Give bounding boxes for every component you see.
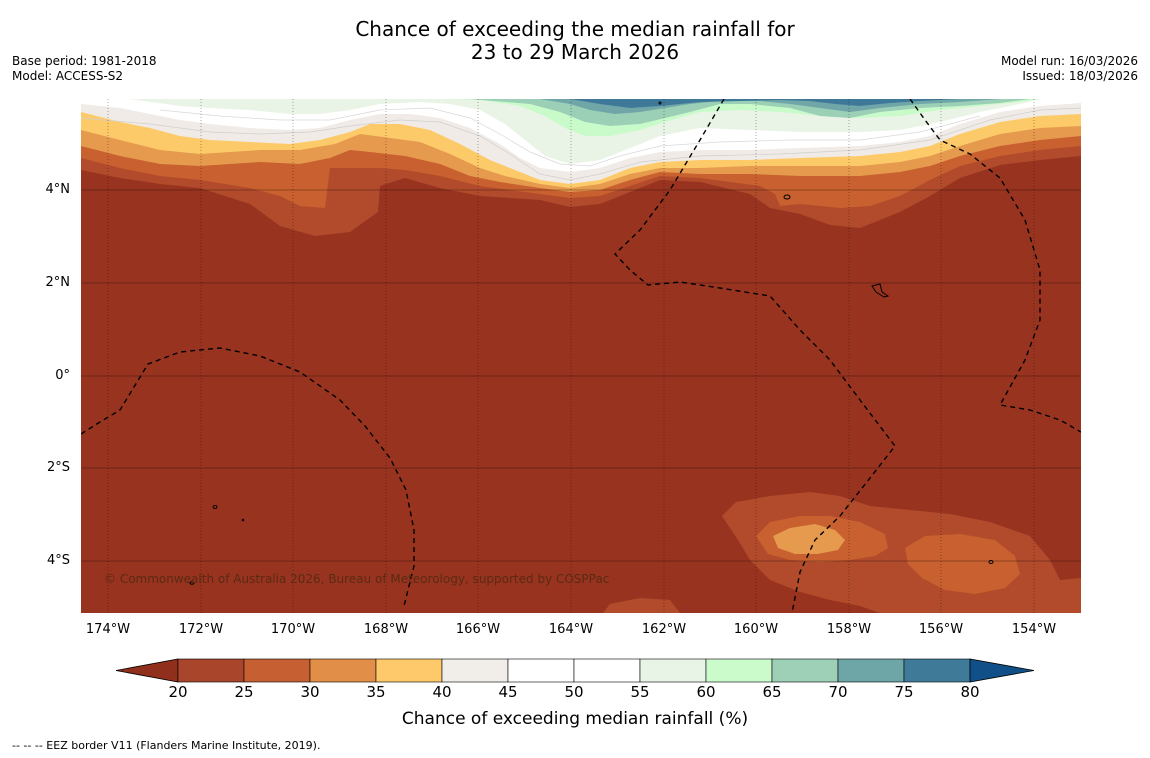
colorbar-tick-label: 40 xyxy=(432,683,452,701)
lon-label-166w: 166°W xyxy=(455,622,501,637)
colorbar-tick-label: 70 xyxy=(828,683,848,701)
colorbar-tick-label: 60 xyxy=(696,683,716,701)
meta-right: Model run: 16/03/2026 Issued: 18/03/2026 xyxy=(1001,54,1138,84)
eez-borders xyxy=(81,99,1081,613)
colorbar-tick-label: 45 xyxy=(498,683,518,701)
lon-label-158w: 158°W xyxy=(826,622,872,637)
lat-lines xyxy=(81,189,1081,562)
colorbar-tick-label: 25 xyxy=(234,683,254,701)
lat-label-4s: 4°S xyxy=(46,553,70,568)
colorbar-tick-label: 50 xyxy=(564,683,584,701)
lat-label-2s: 2°S xyxy=(46,460,70,475)
colorbar-segment xyxy=(375,658,443,683)
colorbar-segment xyxy=(705,658,773,683)
lat-label-4n: 4°N xyxy=(45,182,71,197)
colorbar-tick-label: 30 xyxy=(300,683,320,701)
lon-label-156w: 156°W xyxy=(918,622,964,637)
colorbar-tick-label: 35 xyxy=(366,683,386,701)
colorbar-tick-label: 80 xyxy=(960,683,980,701)
title-line-1: Chance of exceeding the median rainfall … xyxy=(355,17,795,41)
model-run: Model run: 16/03/2026 xyxy=(1000,54,1138,68)
colorbar-segment xyxy=(177,658,245,683)
colorbar-extend-low xyxy=(115,658,179,683)
lon-label-154w: 154°W xyxy=(1011,622,1057,637)
islands xyxy=(189,101,994,585)
colorbar-tick-label: 65 xyxy=(762,683,782,701)
map-title: Chance of exceeding the median rainfall … xyxy=(0,18,1150,64)
colorbar-segment xyxy=(771,658,839,683)
base-period: Base period: 1981-2018 xyxy=(12,54,157,68)
copyright-notice: © Commonwealth of Australia 2026, Bureau… xyxy=(104,572,610,586)
lon-label-170w: 170°W xyxy=(270,622,316,637)
colorbar-segment xyxy=(903,658,971,683)
colorbar-extend-high xyxy=(969,658,1035,683)
lon-label-162w: 162°W xyxy=(641,622,687,637)
lon-label-164w: 164°W xyxy=(548,622,594,637)
colorbar-segment xyxy=(309,658,377,683)
lat-label-0: 0° xyxy=(55,368,70,383)
colorbar-segment xyxy=(243,658,311,683)
meta-left: Base period: 1981-2018 Model: ACCESS-S2 xyxy=(12,54,157,84)
colorbar-segment xyxy=(507,658,575,683)
lon-label-160w: 160°W xyxy=(733,622,779,637)
colorbar-tick-label: 20 xyxy=(168,683,188,701)
lon-label-168w: 168°W xyxy=(363,622,409,637)
model-name: Model: ACCESS-S2 xyxy=(12,69,124,83)
issued-date: Issued: 18/03/2026 xyxy=(1022,69,1138,83)
south-blob-30b xyxy=(905,534,1020,594)
map-field xyxy=(81,99,1081,613)
colorbar-segment xyxy=(441,658,509,683)
contour-line xyxy=(81,107,1081,181)
band-75 xyxy=(570,99,960,108)
eez-footnote: -- -- -- EEZ border V11 (Flanders Marine… xyxy=(12,739,321,752)
colorbar-label: Chance of exceeding median rainfall (%) xyxy=(401,709,749,729)
south-blob-35 xyxy=(773,524,845,554)
colorbar-tick-label: 55 xyxy=(630,683,650,701)
colorbar-tick-label: 75 xyxy=(894,683,914,701)
colorbar-segment xyxy=(837,658,905,683)
title-line-2: 23 to 29 March 2026 xyxy=(470,40,680,64)
colorbar-segment xyxy=(639,658,707,683)
colorbar xyxy=(115,658,1035,683)
contour-line xyxy=(159,107,981,167)
lon-label-174w: 174°W xyxy=(85,622,131,637)
colorbar-segment xyxy=(573,658,641,683)
lat-label-2n: 2°N xyxy=(45,275,71,290)
lon-label-172w: 172°W xyxy=(178,622,224,637)
